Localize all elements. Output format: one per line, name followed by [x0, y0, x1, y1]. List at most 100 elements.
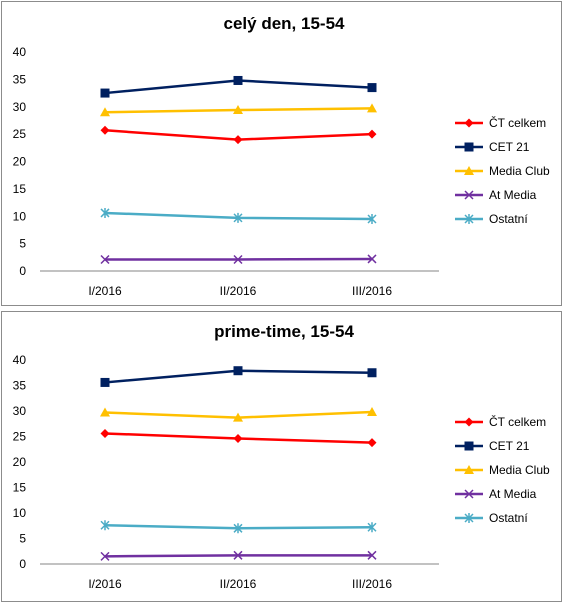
chart-panel-prime-time: prime-time, 15-54 0 5 10 15 20 25 30 35 40 I/2016 I… [1, 311, 562, 602]
legend-item-cet-21: CET 21 [455, 140, 530, 154]
data-point-media-club [233, 412, 243, 422]
legend-marker [464, 142, 474, 152]
data-point-at-media [233, 254, 243, 265]
y-tick-label: 35 [13, 379, 27, 393]
legend-item-ct-celkem: ČT celkem [455, 115, 546, 130]
chart-title: celý den, 15-54 [224, 14, 346, 33]
legend-item-media-club: Media Club [455, 164, 550, 178]
y-tick-label: 15 [13, 182, 27, 196]
legend-label: CET 21 [489, 439, 530, 453]
data-point-cet-21 [233, 366, 243, 376]
data-point-at-media [100, 254, 110, 265]
legend-item-at-media: At Media [455, 487, 537, 501]
legend-label: ČT celkem [489, 414, 546, 429]
y-tick-label: 40 [13, 353, 27, 367]
data-point-ct-celkem [233, 434, 243, 444]
y-tick-label: 25 [13, 430, 27, 444]
y-tick-label: 5 [19, 532, 26, 546]
series-media-club [100, 407, 377, 422]
series-cet-21 [100, 75, 377, 98]
data-point-ostatni [367, 522, 377, 533]
legend-marker [464, 513, 474, 523]
legend-marker [464, 190, 474, 200]
legend-marker [464, 441, 474, 451]
legend-label: Ostatní [489, 511, 528, 525]
chart-panel-full-day: celý den, 15-54 0 5 10 15 20 25 30 35 40 I/2016 II/… [1, 1, 562, 306]
data-point-cet-21 [233, 75, 243, 85]
legend-label: Media Club [489, 463, 550, 477]
data-point-cet-21 [367, 368, 377, 378]
y-tick-label: 5 [19, 237, 26, 251]
x-tick-label: I/2016 [88, 577, 122, 591]
data-point-media-club [367, 103, 377, 113]
data-point-ostatni [100, 520, 110, 531]
y-tick-label: 15 [13, 481, 27, 495]
series-cet-21 [100, 366, 377, 387]
y-tick-label: 0 [19, 264, 26, 278]
x-tick-label: III/2016 [352, 577, 392, 591]
x-tick-label: III/2016 [352, 284, 392, 298]
series-ct-celkem [100, 125, 377, 145]
legend-label: Ostatní [489, 212, 528, 226]
data-point-cet-21 [367, 83, 377, 93]
data-point-ct-celkem [367, 438, 377, 448]
x-tick-label: II/2016 [220, 577, 257, 591]
data-point-ostatni [233, 523, 243, 534]
data-point-cet-21 [100, 377, 110, 387]
legend-label: Media Club [489, 164, 550, 178]
legend-item-media-club: Media Club [455, 463, 550, 477]
legend-marker [464, 489, 474, 499]
legend-label: CET 21 [489, 140, 530, 154]
chart-title: prime-time, 15-54 [214, 322, 354, 341]
data-point-at-media [367, 254, 377, 264]
legend-marker [464, 214, 474, 224]
y-tick-label: 25 [13, 127, 27, 141]
data-point-at-media [100, 551, 110, 561]
x-tick-label: II/2016 [220, 284, 257, 298]
legend-marker [464, 166, 474, 175]
chart-full-day: celý den, 15-54 0 5 10 15 20 25 30 35 40 I/2016 II/… [13, 14, 550, 298]
data-point-media-club [233, 105, 243, 115]
y-tick-label: 30 [13, 404, 27, 418]
series-ct-celkem [100, 428, 377, 448]
legend-item-cet-21: CET 21 [455, 439, 530, 453]
chart-prime-time: prime-time, 15-54 0 5 10 15 20 25 30 35 40 I/2016 I… [13, 322, 550, 591]
data-point-ostatni [100, 207, 110, 218]
y-tick-label: 30 [13, 100, 27, 114]
data-point-ct-celkem [100, 125, 110, 135]
data-point-media-club [367, 407, 377, 417]
x-tick-label: I/2016 [88, 284, 122, 298]
legend-label: At Media [489, 487, 537, 501]
data-point-cet-21 [100, 88, 110, 98]
data-point-at-media [233, 550, 243, 560]
y-tick-label: 0 [19, 557, 26, 571]
legend-label: ČT celkem [489, 115, 546, 130]
legend-item-ostatni: Ostatní [455, 212, 528, 226]
y-tick-label: 20 [13, 155, 27, 169]
series-at-media [100, 254, 377, 265]
data-point-media-club [100, 407, 110, 417]
legend-marker [464, 465, 474, 474]
series-media-club [100, 103, 377, 117]
data-point-ct-celkem [233, 135, 243, 145]
y-tick-label: 10 [13, 506, 27, 520]
y-tick-label: 35 [13, 72, 27, 86]
data-point-ostatni [367, 213, 377, 224]
legend-item-at-media: At Media [455, 188, 537, 202]
data-point-media-club [100, 107, 110, 117]
data-point-at-media [367, 550, 377, 560]
legend-marker [464, 417, 474, 427]
y-tick-label: 20 [13, 455, 27, 469]
legend-item-ostatni: Ostatní [455, 511, 528, 525]
legend-marker [464, 118, 474, 128]
legend-item-ct-celkem: ČT celkem [455, 414, 546, 429]
y-tick-label: 40 [13, 45, 27, 59]
legend-label: At Media [489, 188, 537, 202]
y-tick-label: 10 [13, 209, 27, 223]
data-point-ct-celkem [100, 428, 110, 438]
series-ostatni [100, 520, 377, 534]
series-at-media [100, 550, 377, 561]
data-point-ct-celkem [367, 129, 377, 139]
data-point-ostatni [233, 212, 243, 223]
series-ostatni [100, 207, 377, 224]
